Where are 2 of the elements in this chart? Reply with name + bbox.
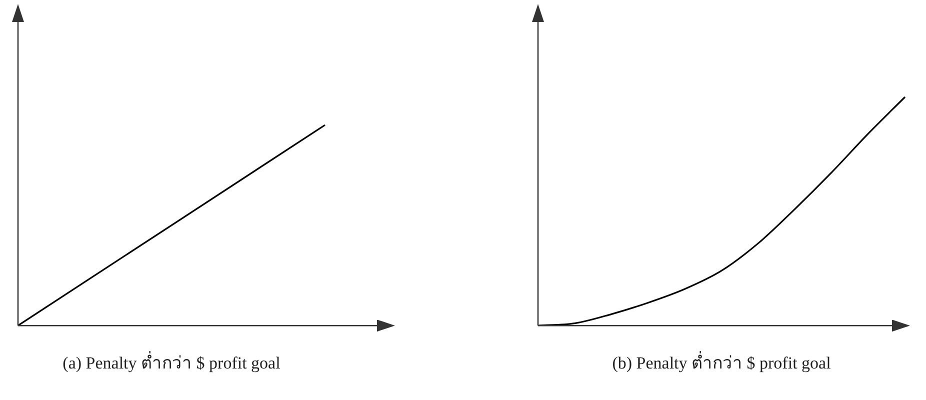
text: (b) Penalty ต่ำกว่า $ profit goal	[612, 350, 832, 372]
text: (a) Penalty ต่ำกว่า $ profit goal	[62, 350, 281, 372]
